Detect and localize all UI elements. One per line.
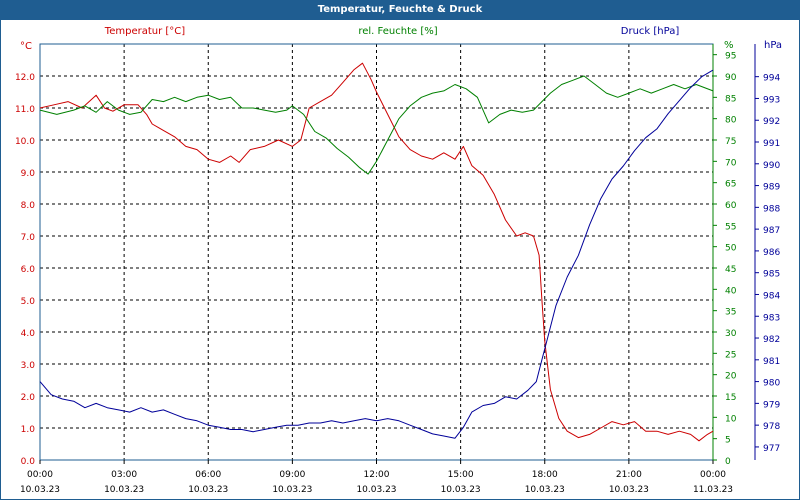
humidity-tick-label: 10: [725, 414, 737, 424]
temperature-tick-label: 1.0: [21, 425, 36, 435]
window-title: Temperatur, Feuchte & Druck: [0, 0, 800, 20]
temperature-axis-unit: °C: [20, 41, 32, 52]
x-tick-label-date: 10.03.23: [272, 485, 312, 495]
pressure-tick-label: 978: [763, 422, 780, 432]
x-tick-label-date: 10.03.23: [20, 485, 60, 495]
pressure-tick-label: 992: [763, 117, 780, 127]
temperature-tick-label: 8.0: [21, 201, 36, 211]
temperature-tick-label: 6.0: [21, 265, 36, 275]
pressure-tick-label: 990: [763, 161, 780, 171]
humidity-tick-label: 70: [725, 158, 737, 168]
pressure-tick-label: 980: [763, 379, 780, 389]
temperature-tick-label: 3.0: [21, 361, 36, 371]
humidity-tick-label: 25: [725, 350, 736, 360]
temperature-tick-label: 10.0: [15, 137, 35, 147]
pressure-tick-label: 989: [763, 183, 780, 193]
humidity-tick-label: 45: [725, 265, 736, 275]
temperature-tick-label: 11.0: [15, 105, 35, 115]
x-tick-label-time: 18:00: [532, 470, 558, 480]
pressure-axis-unit: hPa: [764, 40, 782, 51]
temperature-tick-label: 5.0: [21, 297, 36, 307]
pressure-tick-label: 977: [763, 444, 780, 454]
humidity-tick-label: 85: [725, 94, 736, 104]
series-lines: [39, 62, 714, 442]
pressure-tick-label: 983: [763, 313, 780, 323]
humidity-tick-label: 60: [725, 201, 737, 211]
humidity-tick-label: 90: [725, 73, 737, 83]
x-tick-label-date: 10.03.23: [609, 485, 649, 495]
humidity-series-line: [39, 75, 714, 175]
x-tick-label-date: 10.03.23: [356, 485, 396, 495]
humidity-tick-label: 15: [725, 393, 736, 403]
temperature-tick-label: 9.0: [21, 169, 36, 179]
humidity-tick-label: 35: [725, 308, 736, 318]
humidity-tick-label: 55: [725, 222, 736, 232]
humidity-tick-label: 65: [725, 180, 736, 190]
grid: [40, 44, 713, 460]
x-tick-label-time: 21:00: [616, 470, 642, 480]
legend-humidity: rel. Feuchte [%]: [358, 26, 437, 37]
temperature-tick-label: 4.0: [21, 329, 36, 339]
humidity-axis-unit: %: [724, 40, 734, 51]
pressure-tick-label: 991: [763, 139, 780, 149]
x-tick-label-date: 10.03.23: [104, 485, 144, 495]
humidity-tick-label: 95: [725, 52, 736, 62]
pressure-tick-label: 987: [763, 226, 780, 236]
pressure-tick-label: 994: [763, 74, 780, 84]
x-tick-label-date: 11.03.23: [693, 485, 733, 495]
humidity-tick-label: 20: [725, 372, 737, 382]
x-tick-label-time: 09:00: [279, 470, 305, 480]
pressure-tick-label: 979: [763, 400, 780, 410]
pressure-tick-label: 981: [763, 357, 780, 367]
temperature-tick-label: 12.0: [15, 73, 35, 83]
pressure-tick-label: 986: [763, 248, 780, 258]
x-tick-label-time: 12:00: [364, 470, 390, 480]
tick-labels: 00:00 10.03.23 03:00 10.03.23 06:00 10.03.23 0…: [15, 44, 780, 495]
humidity-tick-label: 0: [725, 457, 731, 467]
x-tick-label-date: 10.03.23: [188, 485, 228, 495]
humidity-tick-label: 75: [725, 137, 736, 147]
humidity-tick-label: 5: [725, 436, 731, 446]
x-tick-label-date: 10.03.23: [525, 485, 565, 495]
humidity-tick-label: 80: [725, 116, 737, 126]
x-tick-label-time: 00:00: [700, 470, 726, 480]
humidity-tick-label: 50: [725, 244, 737, 254]
temperature-tick-label: 0.0: [21, 457, 36, 467]
pressure-tick-label: 988: [763, 204, 780, 214]
legend-pressure: Druck [hPa]: [621, 26, 680, 37]
humidity-tick-label: 30: [725, 329, 737, 339]
temperature-tick-label: 7.0: [21, 233, 36, 243]
temperature-tick-label: 2.0: [21, 393, 36, 403]
x-tick-label-time: 15:00: [448, 470, 474, 480]
pressure-tick-label: 985: [763, 270, 780, 280]
pressure-tick-label: 993: [763, 95, 780, 105]
pressure-tick-label: 984: [763, 291, 780, 301]
x-tick-label-time: 06:00: [195, 470, 221, 480]
pressure-series-line: [39, 69, 714, 439]
pressure-tick-label: 982: [763, 335, 780, 345]
x-tick-label-time: 00:00: [27, 470, 53, 480]
legend-temperature: Temperatur [°C]: [104, 26, 185, 37]
x-tick-label-date: 10.03.23: [441, 485, 481, 495]
temperature-series-line: [39, 62, 714, 442]
humidity-tick-label: 40: [725, 286, 737, 296]
x-tick-label-time: 03:00: [111, 470, 137, 480]
